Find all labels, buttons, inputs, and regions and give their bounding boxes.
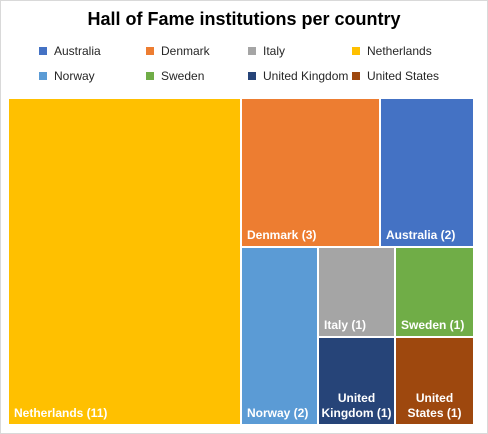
tile-label-italy: Italy (1) [324,318,366,332]
legend-swatch [352,72,360,80]
legend-label: United Kingdom [263,69,349,83]
tile-netherlands [9,99,240,424]
tile-label-denmark: Denmark (3) [247,228,316,242]
legend-swatch [248,72,256,80]
legend-label: United States [367,69,440,83]
legend-item-australia: Australia [39,44,101,58]
legend-swatch [146,47,154,55]
legend-label: Netherlands [367,44,432,58]
tile-united-kingdom [319,338,394,424]
legend-label: Norway [54,69,95,83]
legend-item-denmark: Denmark [146,44,210,58]
tile-australia [381,99,473,246]
tile-label-sweden: Sweden (1) [401,318,464,332]
tile-united-states [396,338,473,424]
legend-item-united-states: United States [352,69,439,83]
tile-label-netherlands: Netherlands (11) [14,406,107,420]
legend-label: Australia [54,44,101,58]
tile-label-norway: Norway (2) [247,406,308,420]
legend-swatch [39,72,47,80]
legend-label: Italy [263,44,286,58]
legend-swatch [39,47,47,55]
tile-label-australia: Australia (2) [386,228,455,242]
legend-label: Denmark [161,44,210,58]
tile-label-united-states: United States (1) [407,391,461,420]
legend-label: Sweden [161,69,205,83]
legend-item-sweden: Sweden [146,69,204,83]
legend-item-netherlands: Netherlands [352,44,432,58]
legend-swatch [352,47,360,55]
tile-norway [242,248,317,424]
legend-item-united-kingdom: United Kingdom [248,69,348,83]
tile-denmark [242,99,379,246]
tile-label-united-kingdom: United Kingdom (1) [322,391,392,420]
chart-title: Hall of Fame institutions per country [87,9,401,29]
legend-item-norway: Norway [39,69,95,83]
legend-swatch [248,47,256,55]
legend-item-italy: Italy [248,44,285,58]
tile-italy [319,248,394,336]
legend-swatch [146,72,154,80]
tile-sweden [396,248,473,336]
